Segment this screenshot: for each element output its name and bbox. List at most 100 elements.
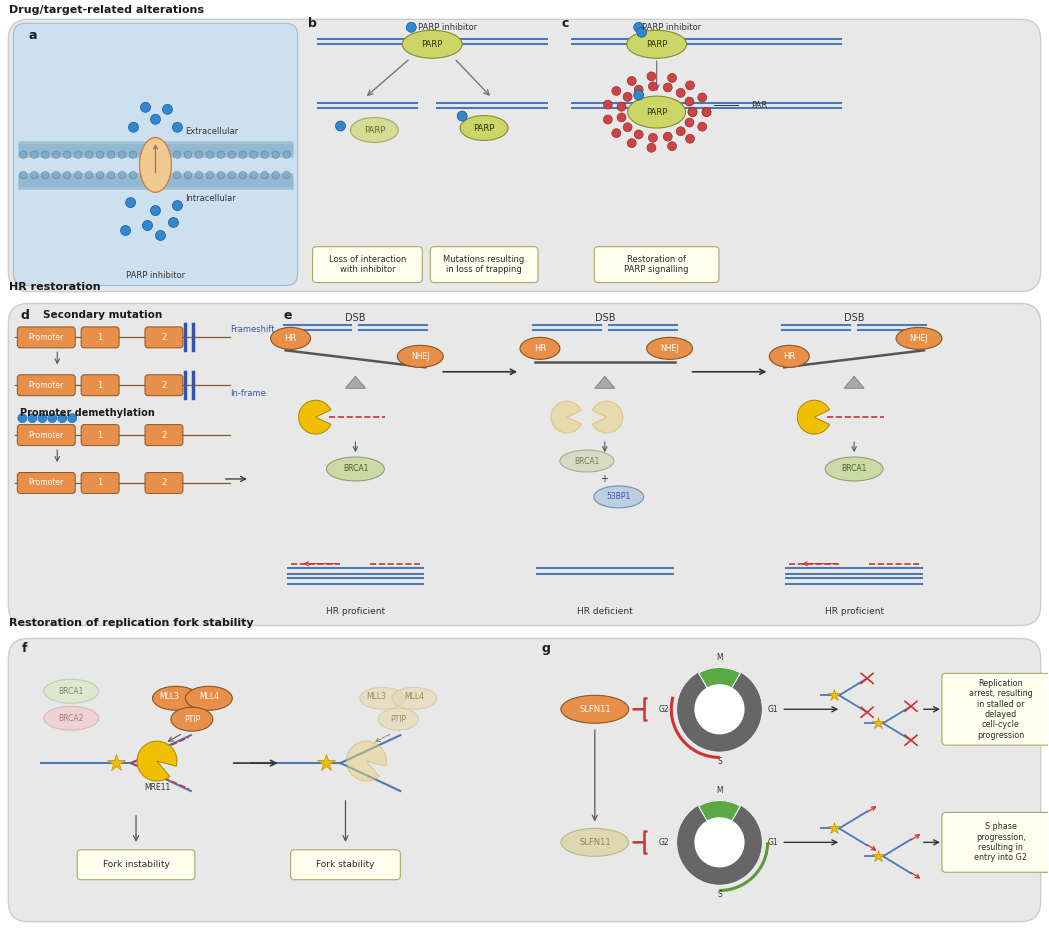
FancyBboxPatch shape: [81, 375, 120, 396]
FancyBboxPatch shape: [430, 247, 538, 282]
Ellipse shape: [667, 142, 677, 151]
Wedge shape: [299, 400, 330, 434]
Ellipse shape: [173, 151, 180, 158]
Ellipse shape: [129, 122, 138, 132]
Text: Frameshift: Frameshift: [230, 325, 274, 334]
FancyBboxPatch shape: [8, 639, 1041, 922]
Text: 2: 2: [162, 479, 167, 488]
FancyBboxPatch shape: [18, 327, 76, 348]
Ellipse shape: [52, 151, 60, 158]
Ellipse shape: [561, 695, 628, 723]
Ellipse shape: [74, 151, 82, 158]
Ellipse shape: [217, 171, 224, 179]
Ellipse shape: [702, 108, 711, 116]
Ellipse shape: [648, 82, 658, 91]
FancyBboxPatch shape: [8, 20, 1041, 291]
Ellipse shape: [406, 22, 416, 33]
Text: Fork stability: Fork stability: [316, 860, 374, 870]
Ellipse shape: [30, 171, 38, 179]
Ellipse shape: [44, 680, 99, 703]
Ellipse shape: [663, 132, 672, 142]
Ellipse shape: [239, 171, 247, 179]
Text: BRCA1: BRCA1: [343, 465, 368, 474]
FancyBboxPatch shape: [145, 375, 183, 396]
Ellipse shape: [646, 337, 692, 359]
FancyBboxPatch shape: [942, 813, 1049, 872]
Ellipse shape: [360, 687, 405, 709]
Ellipse shape: [185, 171, 192, 179]
Text: MRE11: MRE11: [144, 784, 170, 792]
Ellipse shape: [663, 83, 672, 92]
Ellipse shape: [686, 81, 694, 90]
FancyBboxPatch shape: [291, 850, 401, 880]
Ellipse shape: [141, 171, 148, 179]
Text: PARP: PARP: [646, 40, 667, 48]
Text: PAR: PAR: [751, 101, 768, 110]
Text: NHEJ: NHEJ: [909, 334, 928, 343]
Ellipse shape: [42, 171, 49, 179]
FancyBboxPatch shape: [18, 375, 76, 396]
Ellipse shape: [18, 413, 27, 423]
Ellipse shape: [151, 171, 158, 179]
Ellipse shape: [119, 171, 126, 179]
Wedge shape: [797, 400, 830, 434]
Ellipse shape: [350, 117, 399, 142]
Text: HR restoration: HR restoration: [9, 281, 101, 291]
Text: f: f: [21, 642, 27, 654]
Ellipse shape: [612, 128, 621, 138]
Ellipse shape: [635, 130, 643, 139]
Text: Promoter: Promoter: [28, 479, 64, 488]
Wedge shape: [551, 401, 581, 433]
Ellipse shape: [271, 328, 311, 349]
Ellipse shape: [129, 171, 136, 179]
Text: PARP inhibitor: PARP inhibitor: [126, 271, 185, 280]
Ellipse shape: [627, 76, 636, 86]
Ellipse shape: [52, 171, 60, 179]
Text: PARP inhibitor: PARP inhibitor: [642, 23, 701, 32]
Ellipse shape: [283, 171, 291, 179]
Text: NHEJ: NHEJ: [661, 344, 679, 353]
Text: MLL3: MLL3: [366, 692, 386, 701]
Ellipse shape: [171, 708, 213, 731]
Text: Fork instability: Fork instability: [103, 860, 170, 870]
Text: HR proficient: HR proficient: [326, 607, 385, 616]
Ellipse shape: [561, 829, 628, 857]
Ellipse shape: [617, 113, 626, 122]
Ellipse shape: [688, 108, 697, 116]
Ellipse shape: [107, 171, 114, 179]
FancyBboxPatch shape: [81, 425, 120, 446]
Text: BRCA1: BRCA1: [574, 456, 600, 466]
Ellipse shape: [152, 686, 199, 710]
Ellipse shape: [48, 413, 57, 423]
Text: PTIP: PTIP: [184, 715, 200, 723]
Wedge shape: [699, 801, 741, 843]
Ellipse shape: [647, 72, 656, 81]
Text: 2: 2: [162, 333, 167, 342]
Ellipse shape: [150, 206, 160, 216]
Ellipse shape: [141, 151, 148, 158]
FancyBboxPatch shape: [8, 304, 1041, 626]
Ellipse shape: [627, 139, 636, 148]
Text: 53BP1: 53BP1: [606, 492, 630, 502]
Ellipse shape: [163, 171, 170, 179]
Text: 1: 1: [98, 381, 103, 390]
Wedge shape: [593, 401, 623, 433]
Ellipse shape: [698, 93, 707, 102]
Text: HR: HR: [784, 352, 795, 361]
Ellipse shape: [143, 221, 152, 231]
Ellipse shape: [186, 686, 232, 710]
Text: M: M: [716, 653, 723, 662]
Text: Intracellular: Intracellular: [186, 194, 236, 203]
FancyBboxPatch shape: [18, 472, 76, 493]
Ellipse shape: [163, 104, 172, 115]
Text: S phase
progression,
resulting in
entry into G2: S phase progression, resulting in entry …: [975, 822, 1027, 862]
Ellipse shape: [272, 171, 279, 179]
Ellipse shape: [97, 171, 104, 179]
Ellipse shape: [30, 151, 38, 158]
Text: HR: HR: [284, 334, 297, 343]
Ellipse shape: [326, 457, 384, 481]
Text: PARP: PARP: [422, 40, 443, 48]
Ellipse shape: [623, 123, 633, 131]
Ellipse shape: [686, 134, 694, 143]
Ellipse shape: [64, 171, 71, 179]
